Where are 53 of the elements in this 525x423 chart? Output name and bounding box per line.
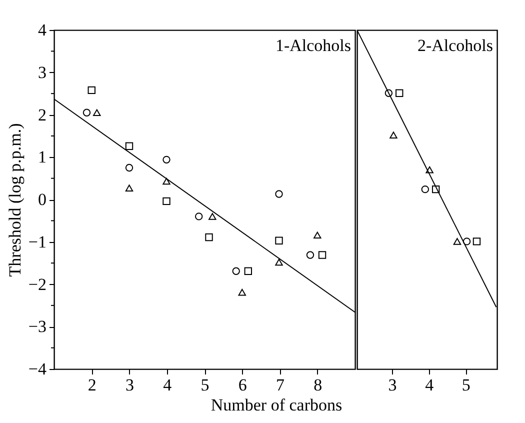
- x-tick-label: 3: [388, 376, 397, 394]
- point: [306, 251, 314, 259]
- y-tick-label: −3: [28, 317, 46, 336]
- point: [432, 185, 440, 194]
- annotation: 1-Alcohols: [275, 36, 351, 55]
- y-tick-label: 3: [38, 62, 46, 82]
- point: [162, 197, 170, 206]
- annotation: 2-Alcohols: [417, 36, 493, 55]
- point: [384, 89, 393, 97]
- x-tick-label: 4: [425, 376, 434, 394]
- point: [244, 267, 252, 275]
- y-tick-label: −2: [28, 274, 46, 294]
- point: [162, 156, 170, 164]
- x-tick-label: 4: [163, 376, 172, 394]
- point: [453, 238, 462, 245]
- point: [125, 164, 134, 172]
- point: [314, 232, 322, 238]
- point: [472, 238, 481, 246]
- point: [275, 236, 283, 244]
- x-tick-label: 6: [238, 376, 247, 394]
- x-axis-title: Number of carbons: [210, 396, 342, 414]
- point: [125, 142, 134, 150]
- point: [195, 212, 203, 220]
- x-tick-label: 7: [276, 376, 285, 394]
- point: [82, 108, 91, 116]
- point: [396, 89, 404, 97]
- y-tick-label: −4: [28, 360, 47, 378]
- point: [162, 178, 170, 185]
- point: [208, 213, 216, 220]
- y-tick-label: 0: [38, 190, 46, 209]
- point: [390, 132, 398, 138]
- point: [426, 166, 434, 174]
- point: [125, 184, 134, 192]
- x-tick-label: 2: [88, 376, 96, 394]
- y-tick-label: 1: [38, 148, 46, 167]
- y-tick-label: 4: [38, 20, 47, 40]
- x-tick-label: 8: [314, 376, 322, 394]
- point: [238, 288, 246, 296]
- point: [462, 238, 471, 246]
- point: [275, 190, 283, 198]
- point: [232, 267, 240, 275]
- x-tick-label: 5: [462, 376, 470, 394]
- x-tick-label: 5: [200, 376, 210, 394]
- point: [421, 185, 430, 194]
- y-tick-label: 2: [38, 105, 46, 124]
- point: [88, 86, 96, 94]
- y-axis-title: Threshold (log p.p.m.): [5, 123, 24, 277]
- point: [205, 233, 213, 242]
- point: [275, 258, 283, 266]
- x-tick-label: 3: [126, 376, 134, 394]
- point: [93, 109, 101, 116]
- y-tick-label: −1: [28, 232, 46, 252]
- point: [318, 251, 326, 259]
